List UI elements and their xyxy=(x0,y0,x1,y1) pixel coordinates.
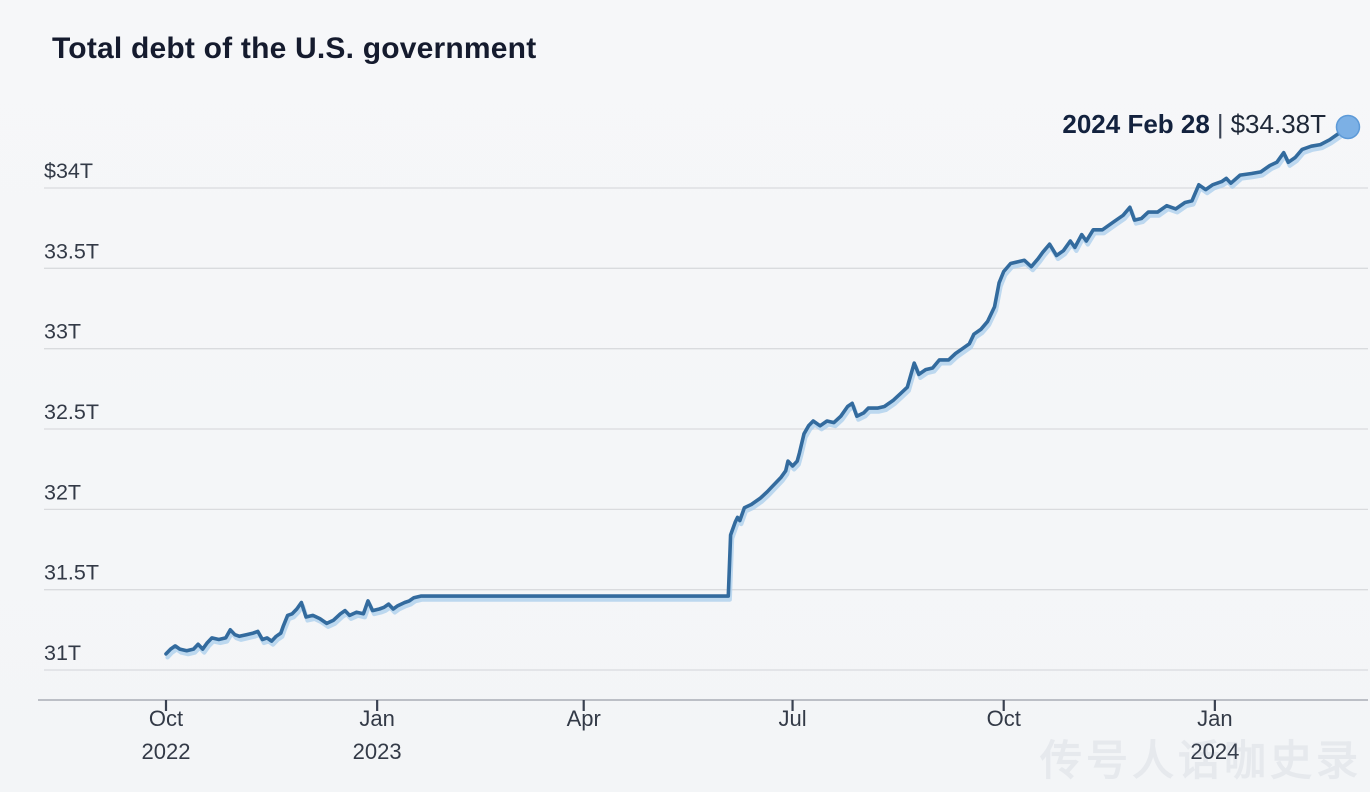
x-axis-label: 2023 xyxy=(353,739,402,764)
x-axis-label: Jul xyxy=(778,706,806,731)
x-axis-label: Oct xyxy=(149,706,183,731)
y-axis-label: $34T xyxy=(44,159,93,183)
x-axis-label: Oct xyxy=(987,706,1021,731)
x-axis-label: Apr xyxy=(567,706,601,731)
x-axis-label: Jan xyxy=(1197,706,1232,731)
debt-line xyxy=(164,125,1350,656)
annotation-date: 2024 Feb 28 xyxy=(1062,109,1210,139)
last-point-annotation: 2024 Feb 28 | $34.38T xyxy=(1062,109,1326,140)
y-axis-label: 33T xyxy=(44,320,81,344)
annotation-separator: | xyxy=(1216,109,1224,139)
x-axis-label: 2024 xyxy=(1190,739,1239,764)
x-axis-label: 2022 xyxy=(142,739,191,764)
end-point-marker xyxy=(1335,114,1361,140)
annotation-value: $34.38T xyxy=(1230,109,1326,139)
y-axis-label: 33.5T xyxy=(44,239,99,263)
y-axis-label: 32T xyxy=(44,480,81,504)
y-axis-label: 31T xyxy=(44,641,81,665)
y-axis-label: 32.5T xyxy=(44,400,99,424)
y-axis-label: 31.5T xyxy=(44,561,99,585)
debt-line-shadow xyxy=(165,128,1352,660)
chart-title: Total debt of the U.S. government xyxy=(52,32,537,65)
x-axis-label: Jan xyxy=(359,706,394,731)
